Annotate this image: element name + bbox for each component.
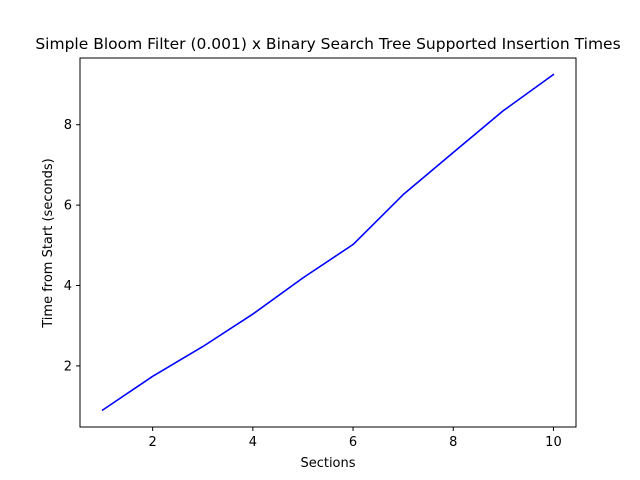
y-axis-label: Time from Start (seconds) (41, 158, 56, 329)
x-tick-label: 6 (349, 435, 357, 450)
y-tick-label: 4 (64, 279, 72, 294)
plot-frame (79, 57, 577, 428)
x-tick-label: 2 (149, 435, 157, 450)
y-tick-label: 2 (64, 359, 72, 374)
x-tick-label: 8 (449, 435, 457, 450)
axes (79, 57, 577, 428)
y-tick-label: 6 (64, 199, 72, 214)
chart-title: Simple Bloom Filter (0.001) x Binary Sea… (35, 35, 620, 53)
x-tick-label: 10 (545, 435, 562, 450)
y-tick-label: 8 (64, 118, 72, 133)
ticks: 2 4 6 8 10 2 4 6 8 (64, 118, 562, 450)
x-axis-label: Sections (300, 456, 355, 471)
series-line (101, 73, 555, 411)
x-tick-label: 4 (249, 435, 257, 450)
series-lines (101, 73, 555, 411)
